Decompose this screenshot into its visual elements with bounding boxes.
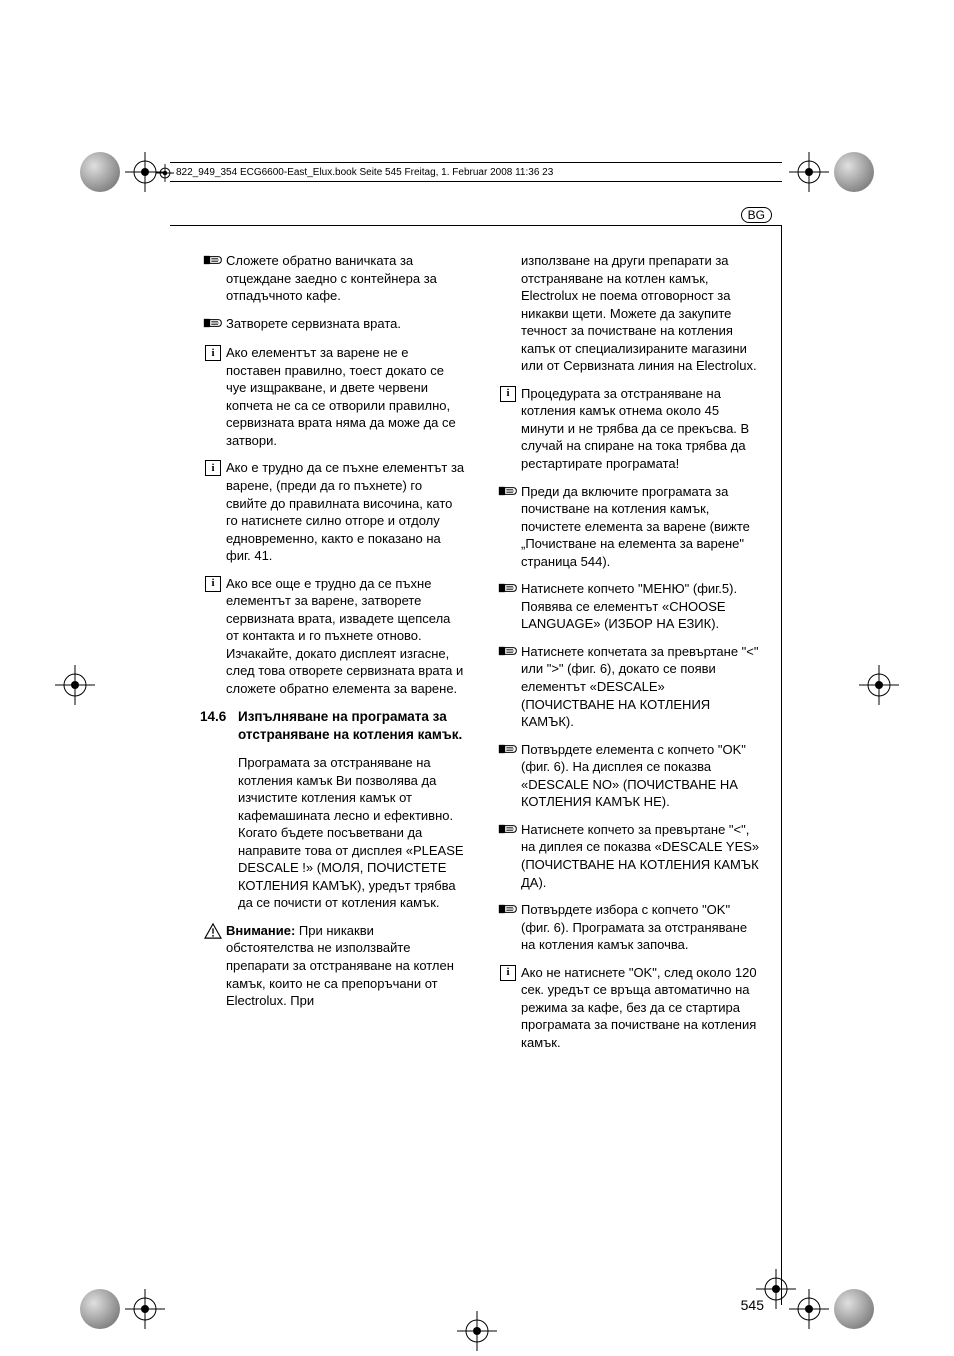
warning-label: Внимание: bbox=[226, 923, 295, 938]
step-para: Сложете обратно ваничката за отцеждане з… bbox=[200, 252, 465, 305]
step-text: Затворете сервизната врата. bbox=[226, 315, 465, 335]
body-para: Програмата за отстраняване на котления к… bbox=[200, 754, 465, 912]
info-text: Ако все още е трудно да се пъхне елемент… bbox=[226, 575, 465, 698]
header-text: 822_949_354 ECG6600-East_Elux.book Seite… bbox=[176, 167, 553, 178]
section-number: 14.6 bbox=[200, 708, 238, 744]
warning-para: Внимание: При никакви обстоятелства не и… bbox=[200, 922, 465, 1010]
step-text: Потвърдете избора с копчето "OK" (фиг. 6… bbox=[521, 901, 760, 954]
print-corner-tr bbox=[834, 152, 874, 192]
registration-mark-bl bbox=[125, 1289, 165, 1329]
info-text: Процедурата за отстраняване на котления … bbox=[521, 385, 760, 473]
step-para: Потвърдете елемента с копчето "OK" (фиг.… bbox=[495, 741, 760, 811]
right-column: използване на други препарати за отстран… bbox=[495, 252, 760, 1061]
hand-icon bbox=[498, 902, 518, 954]
step-text: Натиснете копчетата за превъртане "<" ил… bbox=[521, 643, 760, 731]
step-text: Сложете обратно ваничката за отцеждане з… bbox=[226, 252, 465, 305]
step-text: Натиснете копчето "МЕНЮ" (фиг.5). Появяв… bbox=[521, 580, 760, 633]
info-text: Ако не натиснете "OK", след около 120 се… bbox=[521, 964, 760, 1052]
step-para: Натиснете копчето за превъртане "<", на … bbox=[495, 821, 760, 891]
registration-mark-mr bbox=[859, 665, 899, 705]
language-badge: BG bbox=[741, 207, 772, 223]
info-text: Ако е трудно да се пъхне елементът за ва… bbox=[226, 459, 465, 564]
info-para: i Ако елементът за варене не е поставен … bbox=[200, 344, 465, 449]
page-content: Сложете обратно ваничката за отцеждане з… bbox=[200, 252, 760, 1061]
hand-icon bbox=[203, 316, 223, 335]
body-text: използване на други препарати за отстран… bbox=[521, 252, 760, 375]
page-header: 822_949_354 ECG6600-East_Elux.book Seite… bbox=[170, 162, 782, 182]
body-para: използване на други препарати за отстран… bbox=[495, 252, 760, 375]
step-para: Потвърдете избора с копчето "OK" (фиг. 6… bbox=[495, 901, 760, 954]
section-heading: 14.6 Изпълняване на програмата за отстра… bbox=[200, 708, 465, 744]
info-para: i Процедурата за отстраняване на котлени… bbox=[495, 385, 760, 473]
info-icon: i bbox=[500, 386, 516, 402]
hand-icon bbox=[498, 581, 518, 633]
warning-icon bbox=[204, 923, 222, 1010]
print-corner-bl bbox=[80, 1289, 120, 1329]
step-para: Натиснете копчето "МЕНЮ" (фиг.5). Появяв… bbox=[495, 580, 760, 633]
registration-mark-bc bbox=[457, 1311, 497, 1351]
info-para: i Ако все още е трудно да се пъхне елеме… bbox=[200, 575, 465, 698]
info-para: i Ако не натиснете "OK", след около 120 … bbox=[495, 964, 760, 1052]
hand-icon bbox=[498, 822, 518, 891]
info-text-1: Ако все още е трудно да се пъхне елемент… bbox=[226, 576, 450, 644]
info-icon: i bbox=[205, 345, 221, 361]
print-corner-tl bbox=[80, 152, 120, 192]
registration-mark-ml bbox=[55, 665, 95, 705]
hand-icon bbox=[203, 253, 223, 305]
registration-mark-tr bbox=[789, 152, 829, 192]
body-text: Програмата за отстраняване на котления к… bbox=[238, 754, 465, 912]
left-column: Сложете обратно ваничката за отцеждане з… bbox=[200, 252, 465, 1061]
section-title: Изпълняване на програмата за отстраняван… bbox=[238, 708, 465, 744]
info-text: Ако елементът за варене не е поставен пр… bbox=[226, 344, 465, 449]
hand-icon bbox=[498, 484, 518, 571]
print-corner-br bbox=[834, 1289, 874, 1329]
info-para: i Ако е трудно да се пъхне елементът за … bbox=[200, 459, 465, 564]
info-icon: i bbox=[205, 460, 221, 476]
info-text-2: Изчакайте, докато дисплеят изгасне, след… bbox=[226, 646, 463, 696]
hand-icon bbox=[498, 644, 518, 731]
header-regmark-icon bbox=[156, 164, 174, 182]
step-text: Преди да включите програмата за почиства… bbox=[521, 483, 760, 571]
step-text: Натиснете копчето за превъртане "<", на … bbox=[521, 821, 760, 891]
step-text: Потвърдете елемента с копчето "OK" (фиг.… bbox=[521, 741, 760, 811]
info-icon: i bbox=[500, 965, 516, 981]
page-number: 545 bbox=[741, 1297, 764, 1313]
hand-icon bbox=[498, 742, 518, 811]
step-para: Преди да включите програмата за почиства… bbox=[495, 483, 760, 571]
step-para: Натиснете копчетата за превъртане "<" ил… bbox=[495, 643, 760, 731]
step-para: Затворете сервизната врата. bbox=[200, 315, 465, 335]
info-icon: i bbox=[205, 576, 221, 592]
warning-text: Внимание: При никакви обстоятелства не и… bbox=[226, 922, 465, 1010]
